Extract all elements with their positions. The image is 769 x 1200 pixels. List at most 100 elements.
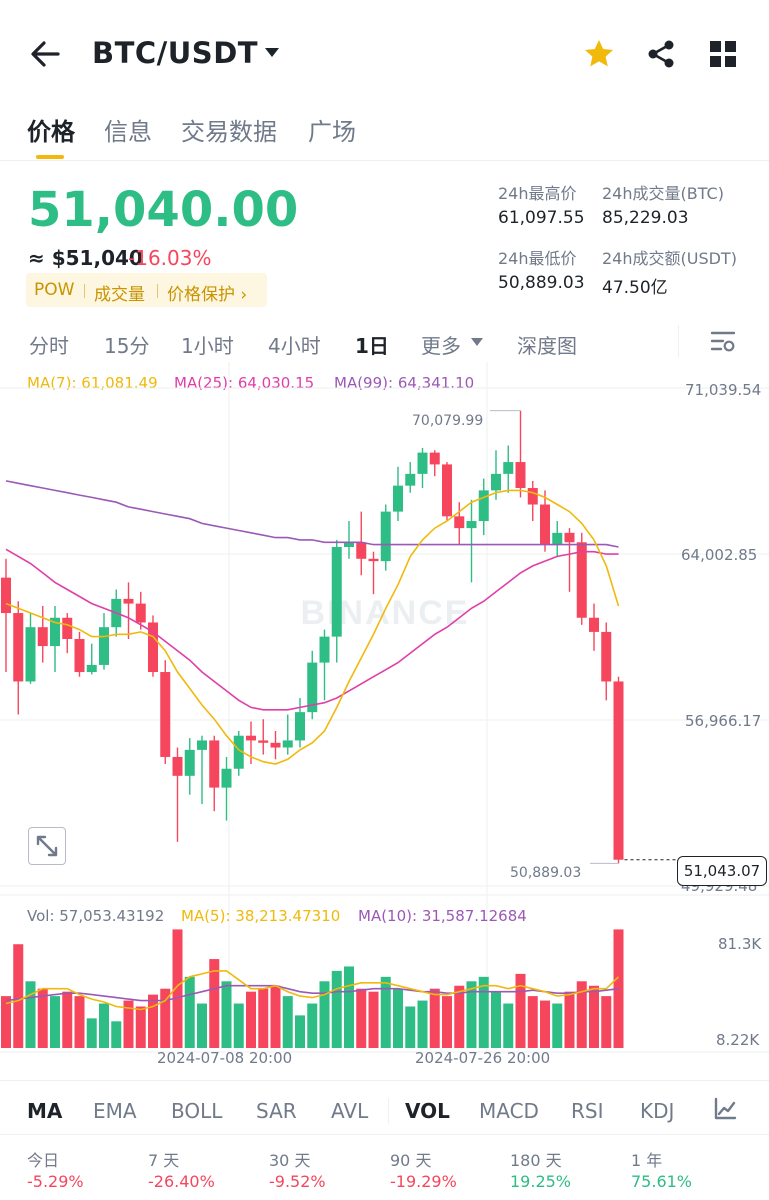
more-caret-icon[interactable] <box>470 337 484 347</box>
candle-body <box>37 627 48 647</box>
candle-body <box>221 768 232 788</box>
volume-bar <box>380 976 391 1048</box>
indicator-avl[interactable]: AVL <box>331 1099 369 1123</box>
interval-more[interactable]: 更多 <box>421 334 461 358</box>
time-axis-label: 2024-07-26 20:00 <box>415 1049 551 1067</box>
volume-bar <box>197 1003 207 1048</box>
tag-volume[interactable]: 成交量 <box>94 285 145 305</box>
volume-bar <box>503 1003 514 1048</box>
candle-body <box>197 740 207 750</box>
ma25-line <box>5 548 619 711</box>
back-arrow-icon[interactable] <box>28 34 62 74</box>
candle-body <box>184 749 195 776</box>
candle-body <box>454 516 465 529</box>
volume-bar <box>258 988 269 1048</box>
candle-body <box>478 490 489 522</box>
candle-body <box>233 735 244 769</box>
volume-bar <box>99 1003 109 1048</box>
price-chart[interactable]: BINANCE <box>0 362 769 1062</box>
grid-icon[interactable] <box>709 40 737 68</box>
star-icon[interactable] <box>583 38 615 70</box>
candle-body <box>527 488 538 505</box>
chevron-down-icon[interactable] <box>265 48 279 57</box>
volume-bar <box>123 1000 134 1048</box>
candle-body <box>429 452 440 465</box>
tab-info[interactable]: 信息 <box>104 118 152 146</box>
candle-body <box>417 452 428 474</box>
indicator-ema[interactable]: EMA <box>93 1099 137 1123</box>
volume-axis-label: 8.22K <box>716 1031 760 1049</box>
volume-bar <box>356 988 367 1048</box>
candle-body <box>148 622 158 673</box>
indicator-vol[interactable]: VOL <box>405 1099 450 1123</box>
indicator-macd[interactable]: MACD <box>479 1099 539 1123</box>
candle-body <box>282 740 293 748</box>
candle-body <box>491 473 501 491</box>
indicator-ma[interactable]: MA <box>27 1099 63 1123</box>
perf-value-90d: -19.29% <box>390 1172 457 1191</box>
candle-body <box>368 558 379 562</box>
volume-bar <box>172 929 183 1048</box>
volume-bar <box>478 976 489 1048</box>
volume-bar <box>50 996 60 1048</box>
volume-bar <box>86 1018 97 1048</box>
volume-bar <box>417 1000 428 1048</box>
expand-icon[interactable] <box>28 827 66 865</box>
tab-price[interactable]: 价格 <box>27 118 75 146</box>
tag-pow[interactable]: POW <box>34 280 75 300</box>
pair-title[interactable]: BTC/USDT <box>92 36 259 70</box>
perf-label-90d: 90 天 <box>390 1151 432 1170</box>
volume-bar <box>491 991 501 1048</box>
vol-legend: Vol: 57,053.43192 <box>27 907 165 925</box>
volume-bar <box>393 988 403 1048</box>
chart-settings-icon[interactable] <box>710 330 736 354</box>
interval-1h[interactable]: 1小时 <box>181 334 234 358</box>
indicator-settings-icon[interactable] <box>713 1097 737 1121</box>
volume-bar <box>148 994 158 1048</box>
candle-body <box>50 617 60 647</box>
candle-body <box>172 756 183 776</box>
vol-ma5-legend: MA(5): 38,213.47310 <box>181 907 341 925</box>
perf-value-today: -5.29% <box>27 1172 84 1191</box>
candle-body <box>25 627 36 682</box>
volume-bar <box>37 988 48 1048</box>
candle-body <box>258 740 269 743</box>
volume-bar <box>295 1015 305 1048</box>
share-icon[interactable] <box>645 38 677 70</box>
ma99-line <box>5 480 619 548</box>
volume-bar <box>1 996 11 1048</box>
interval-1d[interactable]: 1日 <box>355 334 389 358</box>
volume-bar <box>540 1000 550 1048</box>
price-axis-label: 64,002.85 <box>681 546 758 564</box>
tab-trading-data[interactable]: 交易数据 <box>181 118 277 146</box>
interval-timeline[interactable]: 分时 <box>29 334 69 358</box>
tag-price-protect[interactable]: 价格保护 › <box>167 285 248 305</box>
candle-body <box>135 603 146 623</box>
price-change: -16.03% <box>128 246 212 270</box>
price-axis-label: 56,966.17 <box>685 712 762 730</box>
interval-4h[interactable]: 4小时 <box>268 334 321 358</box>
candle-body <box>613 681 624 860</box>
candle-body <box>356 542 367 559</box>
high-annotation: 70,079.99 <box>412 413 484 429</box>
candle-body <box>540 504 550 545</box>
indicator-sar[interactable]: SAR <box>256 1099 297 1123</box>
interval-depth[interactable]: 深度图 <box>517 334 577 358</box>
divider <box>0 1134 769 1135</box>
candle-body <box>503 462 514 474</box>
perf-label-30d: 30 天 <box>269 1151 311 1170</box>
indicator-kdj[interactable]: KDJ <box>640 1099 675 1123</box>
last-price: 51,040.00 <box>28 182 299 238</box>
current-price-tag[interactable]: 51,043.07 <box>677 856 767 886</box>
volume-bar <box>319 981 330 1048</box>
indicator-rsi[interactable]: RSI <box>571 1099 604 1123</box>
candle-body <box>246 735 256 741</box>
indicator-boll[interactable]: BOLL <box>171 1099 223 1123</box>
tab-square[interactable]: 广场 <box>308 118 356 146</box>
perf-label-7d: 7 天 <box>148 1151 180 1170</box>
interval-15m[interactable]: 15分 <box>104 334 150 358</box>
volume-bar <box>13 944 24 1048</box>
volume-bar <box>282 996 293 1048</box>
candle-body <box>393 485 403 512</box>
high-label: 24h最高价 <box>498 184 577 203</box>
